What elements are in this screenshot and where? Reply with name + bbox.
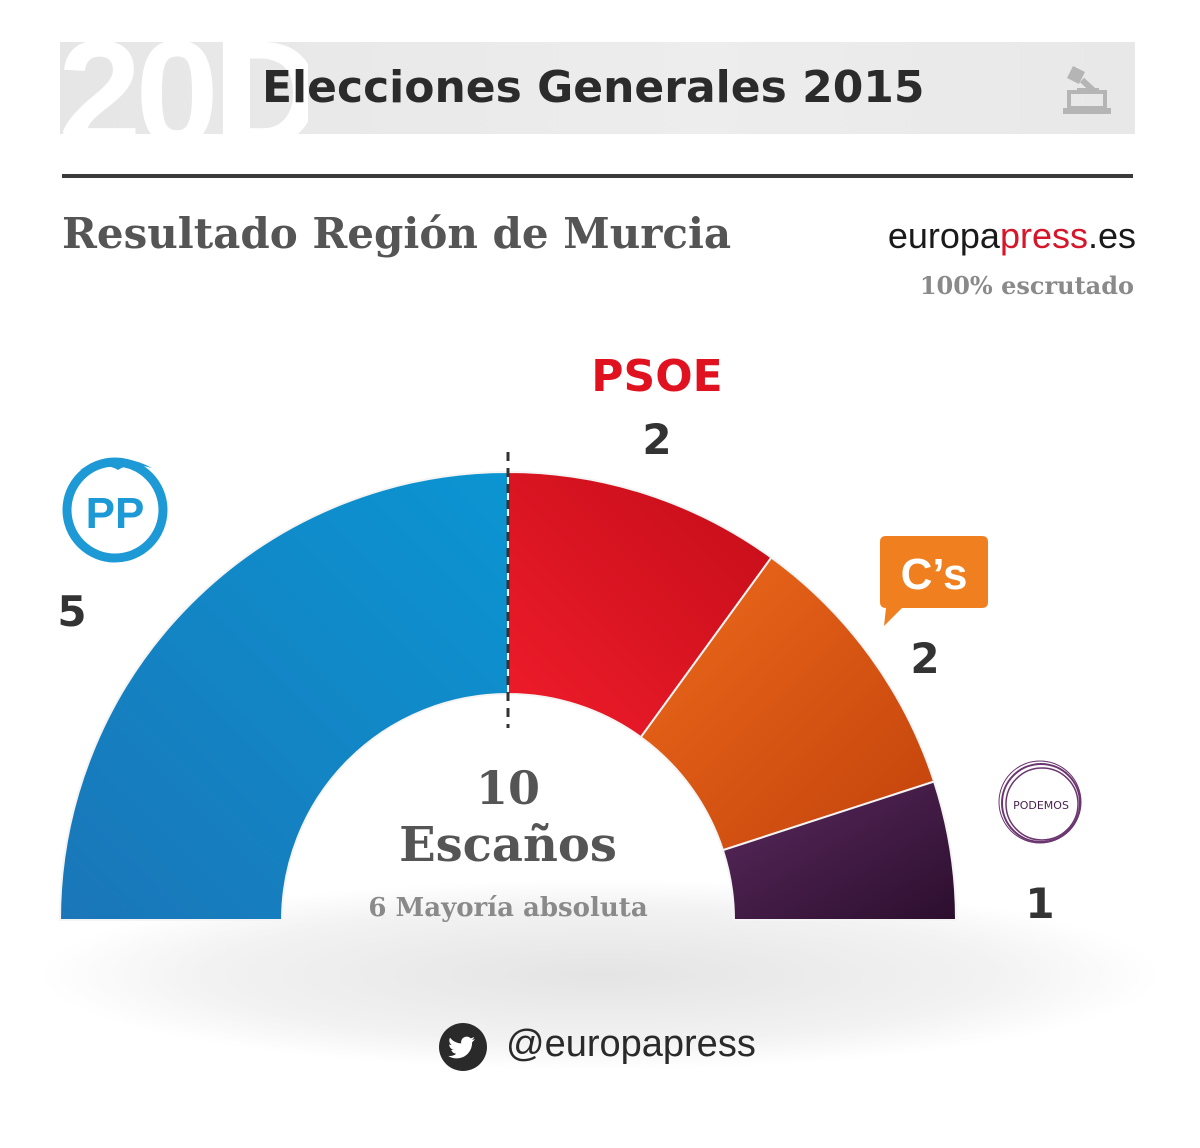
- seats-label: Escaños: [399, 817, 617, 873]
- ballot-box-icon: [1063, 66, 1111, 114]
- floor-shadow: [40, 880, 1160, 1070]
- page-title: Elecciones Generales 2015: [262, 62, 925, 113]
- chart-title: Resultado Región de Murcia: [62, 209, 732, 258]
- psoe-seats: 2: [642, 415, 671, 464]
- twitter-handle[interactable]: @europapress: [506, 1023, 756, 1065]
- psoe-logo-text: PSOE: [591, 351, 722, 402]
- brand-accent: press: [999, 215, 1088, 256]
- total-seats: 10: [475, 761, 540, 815]
- brand-europapress[interactable]: europapress.es: [888, 214, 1136, 258]
- cs-seats: 2: [910, 634, 939, 683]
- cs-logo: C’s: [880, 536, 988, 626]
- header-rule: [62, 174, 1133, 178]
- podemos-logo: PODEMOS: [998, 760, 1082, 844]
- header-band: [60, 42, 1135, 134]
- brand-prefix: europa: [887, 215, 1000, 256]
- podemos-logo-text: PODEMOS: [1013, 799, 1069, 812]
- pp-seats: 5: [57, 587, 86, 636]
- brand-suffix: .es: [1087, 215, 1136, 256]
- podemos-arc: [721, 780, 958, 921]
- logo-divider: [242, 42, 250, 134]
- pp-logo: PP: [62, 457, 168, 563]
- podemos-seats: 1: [1025, 879, 1054, 928]
- logo-20d: 20D: [58, 18, 308, 134]
- pp-logo-text: PP: [86, 489, 145, 538]
- cs-logo-text: C’s: [901, 550, 968, 599]
- majority-label: 6 Mayoría absoluta: [368, 893, 648, 923]
- pp-arc: [58, 470, 509, 921]
- twitter-icon[interactable]: [438, 1022, 488, 1072]
- scrutiny-status: 100% escrutado: [919, 271, 1134, 300]
